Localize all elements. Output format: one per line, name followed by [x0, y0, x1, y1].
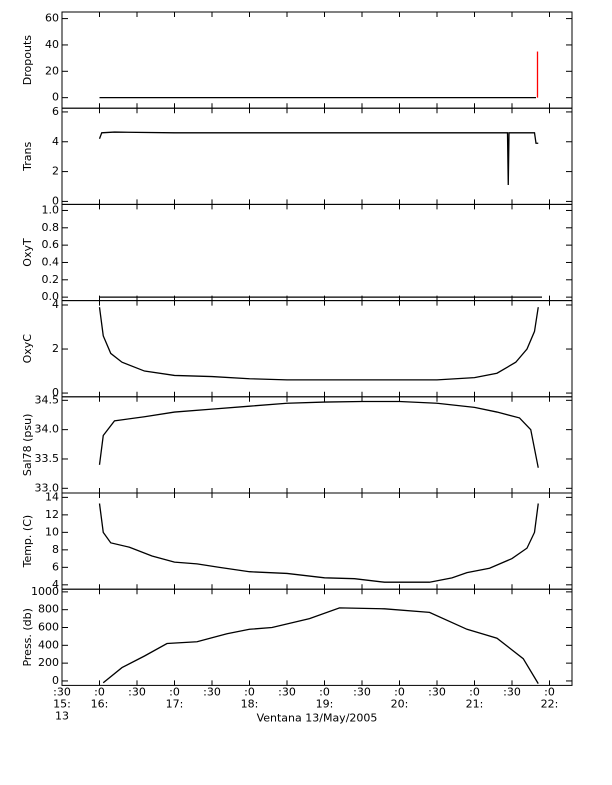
- y-tick-label: 2: [52, 342, 59, 355]
- y-tick-label: 1.0: [42, 203, 60, 216]
- y-tick-label: 2: [52, 165, 59, 178]
- y-axis-label: Trans: [21, 142, 34, 172]
- y-tick-label: 200: [38, 656, 59, 669]
- y-axis-label: OxyT: [21, 238, 34, 267]
- y-tick-label: 8: [52, 543, 59, 556]
- y-tick-label: 4: [52, 298, 59, 311]
- y-tick-label: 10: [45, 525, 59, 538]
- x-tick-hour: 20:: [391, 697, 409, 710]
- x-tick-label: :0: [94, 685, 105, 698]
- x-tick-hour: 18:: [241, 697, 259, 710]
- x-tick-label: :30: [428, 685, 446, 698]
- y-tick-label: 34.5: [35, 393, 60, 406]
- data-line: [98, 400, 539, 468]
- panel-frame: [61, 300, 573, 398]
- y-tick-label: 4: [52, 135, 59, 148]
- y-axis-label: OxyC: [21, 334, 34, 364]
- x-axis-label: Ventana 13/May/2005: [257, 711, 378, 724]
- panel-frame: [61, 492, 573, 590]
- data-line: [102, 607, 539, 684]
- y-tick-label: 12: [45, 508, 59, 521]
- x-tick-label: :0: [469, 685, 480, 698]
- x-tick-label: :0: [394, 685, 405, 698]
- y-tick-label: 60: [45, 12, 59, 25]
- x-tick-hour: 15:: [53, 697, 71, 710]
- y-tick-label: 1000: [31, 585, 59, 598]
- panel-frame: [61, 203, 573, 302]
- y-tick-label: 6: [52, 105, 59, 118]
- y-axis-label: Dropouts: [21, 35, 34, 85]
- y-tick-label: 0: [52, 674, 59, 687]
- x-tick-hour: 21:: [466, 697, 484, 710]
- x-tick-hour: 19:: [316, 697, 334, 710]
- y-tick-label: 800: [38, 603, 59, 616]
- x-tick-label: :30: [128, 685, 146, 698]
- x-tick-label: :30: [278, 685, 296, 698]
- x-tick-label: :0: [244, 685, 255, 698]
- x-tick-label: :30: [203, 685, 221, 698]
- x-tick-label: :0: [169, 685, 180, 698]
- y-tick-label: 40: [45, 38, 59, 51]
- y-tick-label: 4: [52, 578, 59, 591]
- x-tick-hour: 17:: [166, 697, 184, 710]
- y-axis-label: Temp. (C): [21, 515, 34, 569]
- panel-frame: [61, 11, 573, 109]
- x-tick-label: :30: [353, 685, 371, 698]
- x-tick-hour: 22:: [541, 697, 559, 710]
- y-tick-label: 0: [52, 386, 59, 399]
- x-tick-hour: 16:: [91, 697, 109, 710]
- y-tick-label: 33.0: [35, 481, 60, 494]
- y-tick-label: 0.8: [42, 221, 60, 234]
- x-tick-label: :0: [319, 685, 330, 698]
- y-tick-label: 0.0: [42, 290, 60, 303]
- y-tick-label: 14: [45, 490, 59, 503]
- panel-frame: [61, 588, 573, 686]
- y-axis-label: Press. (db): [21, 608, 34, 667]
- data-line: [98, 131, 539, 186]
- y-tick-label: 400: [38, 638, 59, 651]
- data-line: [98, 307, 539, 381]
- y-tick-label: 0.2: [42, 273, 60, 286]
- y-tick-label: 0.6: [42, 238, 60, 251]
- data-line: [98, 503, 539, 583]
- x-tick-label: :0: [544, 685, 555, 698]
- y-tick-label: 600: [38, 621, 59, 634]
- y-tick-label: 6: [52, 560, 59, 573]
- y-tick-label: 33.5: [35, 452, 60, 465]
- y-axis-label: Sal78 (psu): [21, 414, 34, 477]
- y-tick-label: 20: [45, 64, 59, 77]
- x-tick-day: 13: [55, 709, 69, 722]
- y-tick-label: 0: [52, 91, 59, 104]
- x-tick-label: :30: [53, 685, 71, 698]
- y-tick-label: 0.4: [42, 255, 60, 268]
- y-tick-label: 34.0: [35, 423, 60, 436]
- x-tick-label: :30: [503, 685, 521, 698]
- panel-frame: [61, 107, 573, 205]
- y-tick-label: 0: [52, 194, 59, 207]
